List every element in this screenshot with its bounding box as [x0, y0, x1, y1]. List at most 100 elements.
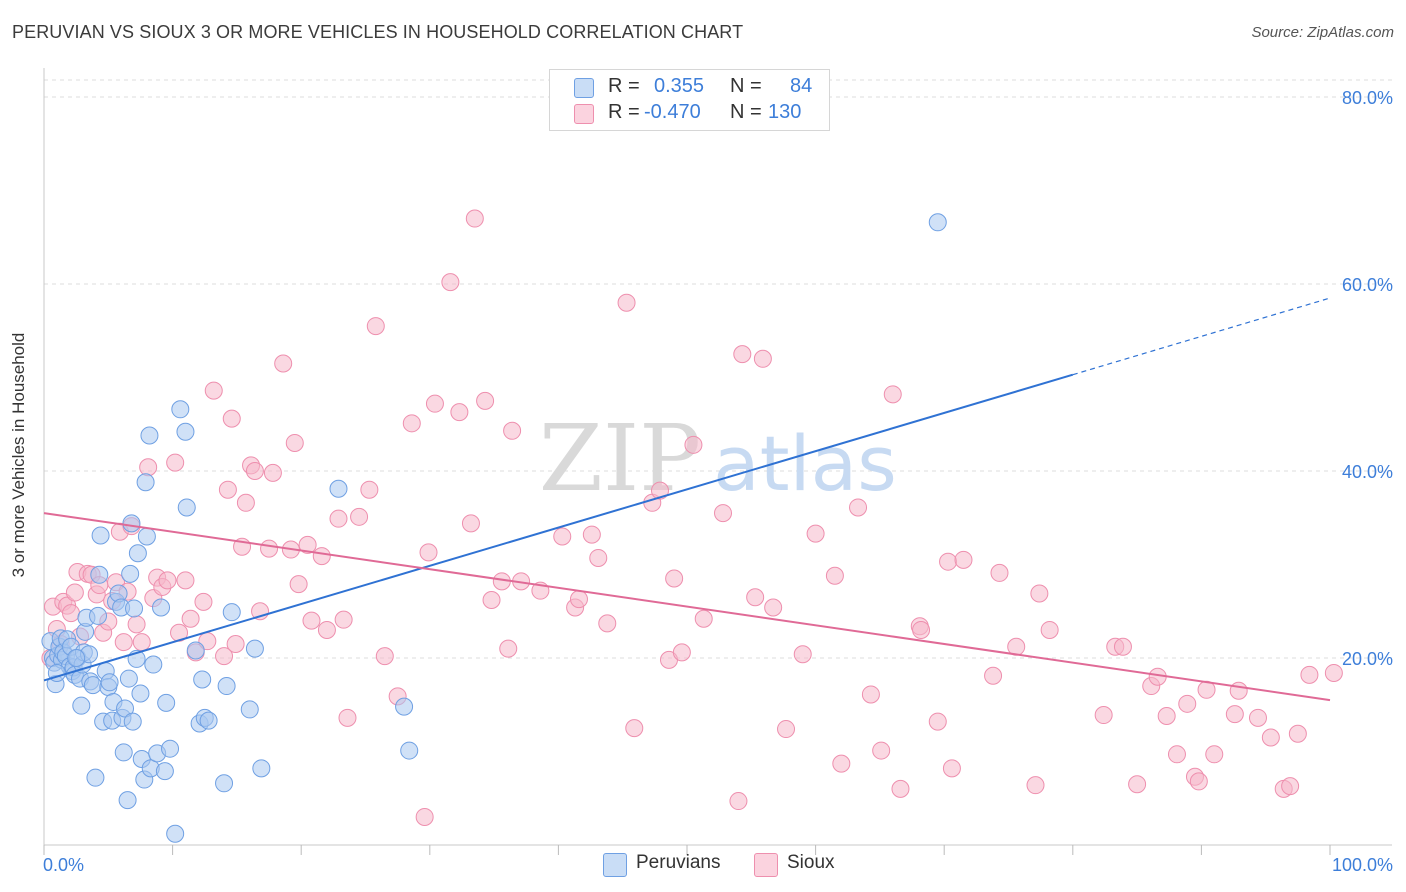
- sioux-point: [450, 403, 469, 422]
- peruvian-point: [155, 762, 174, 781]
- watermark-zip: ZIP: [539, 405, 701, 512]
- peruvian-point: [123, 712, 142, 731]
- sioux-point: [733, 345, 752, 364]
- y-tick-label: 60.0%: [1342, 275, 1393, 295]
- peruvian-point: [122, 514, 141, 533]
- legend-n-value: 130: [768, 101, 802, 123]
- peruvian-point: [166, 824, 185, 843]
- sioux-point: [729, 792, 748, 811]
- legend-label-peruvians: Peruvians: [636, 852, 721, 873]
- sioux-point: [672, 643, 691, 662]
- peruvian-point: [329, 479, 348, 498]
- sioux-point: [236, 493, 255, 512]
- sioux-point: [482, 591, 501, 610]
- correlation-legend: R = 0.355 N = 84 R = -0.470 N = 130: [549, 69, 830, 131]
- sioux-point: [625, 719, 644, 738]
- sioux-point: [503, 421, 522, 440]
- sioux-point: [553, 527, 572, 546]
- sioux-point: [764, 598, 783, 617]
- legend-r-value: -0.470: [644, 101, 701, 123]
- sioux-point: [298, 535, 317, 554]
- sioux-point: [617, 293, 636, 312]
- sioux-point: [375, 647, 394, 666]
- grid-lines: [44, 79, 1392, 659]
- peruvian-point: [199, 711, 218, 730]
- peruvian-point: [215, 774, 234, 793]
- legend-swatch-peruvians: [574, 78, 594, 98]
- sioux-point: [65, 583, 84, 602]
- sioux-point: [1157, 706, 1176, 725]
- sioux-point: [861, 685, 880, 704]
- chart-title: PERUVIAN VS SIOUX 3 OR MORE VEHICLES IN …: [12, 22, 744, 42]
- peruvian-point: [137, 527, 156, 546]
- sioux-point: [461, 514, 480, 533]
- sioux-point: [285, 433, 304, 452]
- tick-labels: 20.0% 40.0% 60.0% 80.0% 0.0% 100.0%: [43, 88, 1393, 875]
- peruvian-point: [140, 426, 159, 445]
- peruvian-point: [131, 684, 150, 703]
- sioux-point: [166, 453, 185, 472]
- peruvian-point: [125, 599, 144, 618]
- watermark-atlas: atlas: [713, 419, 897, 508]
- source-credit: Source: ZipAtlas.com: [1251, 24, 1394, 41]
- legend-r-label: R =: [608, 101, 640, 123]
- sioux-point: [215, 647, 234, 666]
- peruvian-points: [41, 213, 947, 843]
- sioux-point: [360, 480, 379, 499]
- sioux-point: [226, 634, 245, 653]
- peruvian-point: [177, 498, 196, 517]
- y-tick-label: 20.0%: [1342, 649, 1393, 669]
- sioux-point: [132, 633, 151, 652]
- sioux-point: [665, 569, 684, 588]
- peruvian-point: [128, 544, 147, 563]
- sioux-point: [334, 610, 353, 629]
- peruvian-point: [83, 676, 102, 695]
- x-tick-label: 0.0%: [43, 855, 84, 875]
- peruvian-point: [119, 669, 138, 688]
- peruvian-point: [193, 670, 212, 689]
- sioux-point: [139, 458, 158, 477]
- peruvian-point: [928, 213, 947, 232]
- sioux-point: [806, 524, 825, 543]
- sioux-point: [350, 507, 369, 526]
- sioux-point: [127, 615, 146, 634]
- sioux-point: [984, 666, 1003, 685]
- sioux-point: [158, 571, 177, 590]
- sioux-point: [1167, 745, 1186, 764]
- sioux-point: [218, 480, 237, 499]
- sioux-point: [263, 463, 282, 482]
- sioux-point: [425, 394, 444, 413]
- sioux-point: [954, 550, 973, 569]
- sioux-point: [465, 209, 484, 228]
- sioux-point: [181, 609, 200, 628]
- legend-n-label: N =: [730, 75, 762, 97]
- legend-swatch-sioux: [754, 853, 778, 877]
- peruvian-point: [217, 677, 236, 696]
- sioux-point: [366, 317, 385, 336]
- legend-label-sioux: Sioux: [787, 852, 835, 873]
- sioux-point: [1288, 724, 1307, 743]
- sioux-point: [114, 633, 133, 652]
- sioux-point: [928, 712, 947, 731]
- peruvian-point: [91, 526, 110, 545]
- legend-n-value: 84: [790, 75, 813, 97]
- peruvian-point: [152, 598, 171, 617]
- sioux-point: [1189, 772, 1208, 791]
- peruvian-point: [72, 696, 91, 715]
- sioux-point: [753, 349, 772, 368]
- sioux-point: [194, 592, 213, 611]
- sioux-point: [684, 435, 703, 454]
- sioux-points: [41, 209, 1343, 826]
- peruvian-point: [144, 655, 163, 674]
- legend-swatch-peruvians: [603, 853, 627, 877]
- y-tick-label: 80.0%: [1342, 88, 1393, 108]
- sioux-point: [312, 547, 331, 566]
- peruvian-point: [136, 473, 155, 492]
- peruvian-point: [176, 422, 195, 441]
- trend-lines: [43, 297, 1331, 702]
- sioux-point: [1261, 728, 1280, 747]
- peruvian-point: [186, 641, 205, 660]
- peruvian-point: [86, 768, 105, 787]
- peruvian-trend-extension: [1072, 297, 1331, 376]
